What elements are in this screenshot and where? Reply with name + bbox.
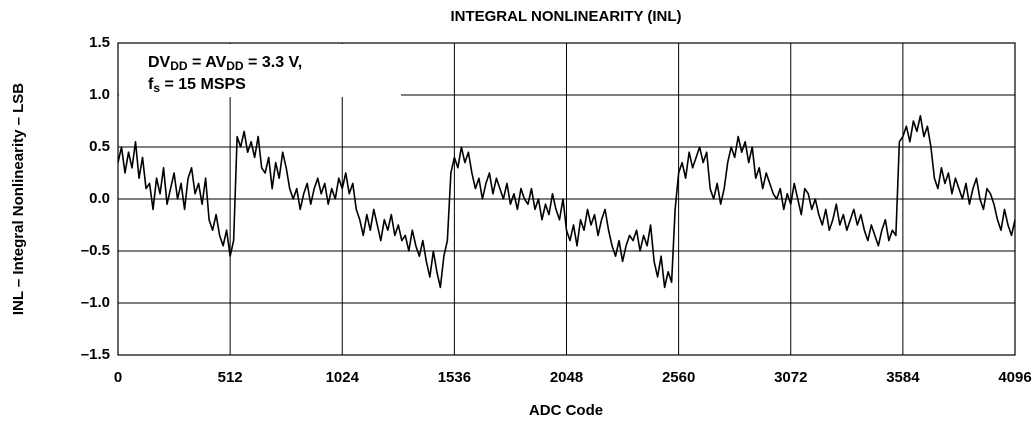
x-tick-label: 2048 <box>550 369 583 386</box>
y-axis-label: INL – Integral Nonlinearity – LSB <box>10 83 27 315</box>
x-tick-label: 3584 <box>886 369 920 386</box>
annotation-text: f <box>148 76 154 93</box>
annotation-box <box>119 44 401 97</box>
annotation-text: = 3.3 V, <box>244 54 303 71</box>
y-tick-label: 0.0 <box>89 190 110 207</box>
x-tick-label: 1024 <box>326 369 360 386</box>
y-tick-label: 0.5 <box>89 138 110 155</box>
annotation-text: DV <box>148 54 171 71</box>
x-tick-label: 3072 <box>774 369 807 386</box>
x-tick-label: 1536 <box>438 369 471 386</box>
annotation-subscript: DD <box>226 59 244 73</box>
annotation: fs = 15 MSPS <box>148 76 246 95</box>
y-tick-label: –0.5 <box>81 242 110 259</box>
x-tick-label: 2560 <box>662 369 695 386</box>
x-tick-label: 0 <box>114 369 122 386</box>
x-tick-label: 512 <box>218 369 243 386</box>
y-tick-label: 1.5 <box>89 34 110 51</box>
y-tick-label: –1.0 <box>81 294 110 311</box>
chart-title: INTEGRAL NONLINEARITY (INL) <box>450 8 681 25</box>
annotation-text: = AV <box>188 54 227 71</box>
plot-frame <box>117 42 1016 356</box>
inl-line <box>117 115 1016 289</box>
annotation-subscript: DD <box>170 59 188 73</box>
annotation-text: = 15 MSPS <box>160 76 246 93</box>
y-tick-label: –1.5 <box>81 346 110 363</box>
annotation-subscript: s <box>153 81 160 95</box>
annotation: DVDD = AVDD = 3.3 V, <box>148 54 302 73</box>
x-axis-label: ADC Code <box>529 402 603 419</box>
y-tick-label: 1.0 <box>89 86 110 103</box>
x-tick-label: 4096 <box>998 369 1031 386</box>
